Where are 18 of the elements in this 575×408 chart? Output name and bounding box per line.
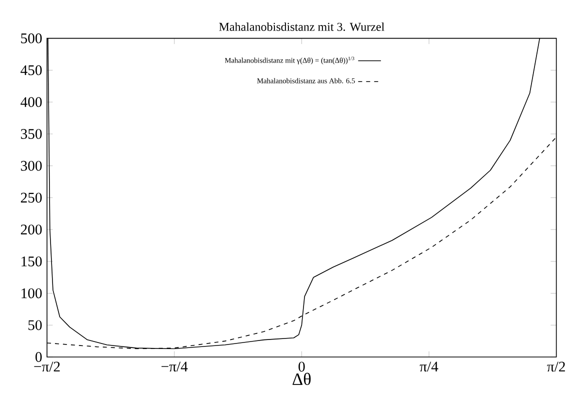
y-tick-label: 500	[21, 33, 42, 44]
y-tick-label: 0	[36, 352, 42, 362]
x-tick-label: −π/2	[34, 362, 60, 372]
x-tick-label: π/2	[547, 362, 565, 372]
x-tick-label: −π/4	[162, 362, 188, 372]
y-tick-label: 350	[21, 128, 42, 139]
y-tick-label: 400	[20, 97, 42, 108]
y-tick-label: 450	[20, 65, 42, 76]
y-tick-label: 300	[21, 160, 42, 171]
y-tick-label: 150	[22, 256, 42, 266]
chart-title: Mahalanobisdistanz mit 3. Wurzel	[219, 22, 384, 31]
y-tick-label: 200	[20, 224, 42, 234]
y-tick-label: 100	[22, 288, 42, 298]
x-tick-label: π/4	[420, 362, 438, 372]
y-tick-label: 250	[20, 192, 42, 203]
x-tick-label: 0	[298, 362, 305, 372]
x-axis-title: Δθ	[292, 372, 311, 386]
y-tick-label: 50	[28, 320, 42, 330]
